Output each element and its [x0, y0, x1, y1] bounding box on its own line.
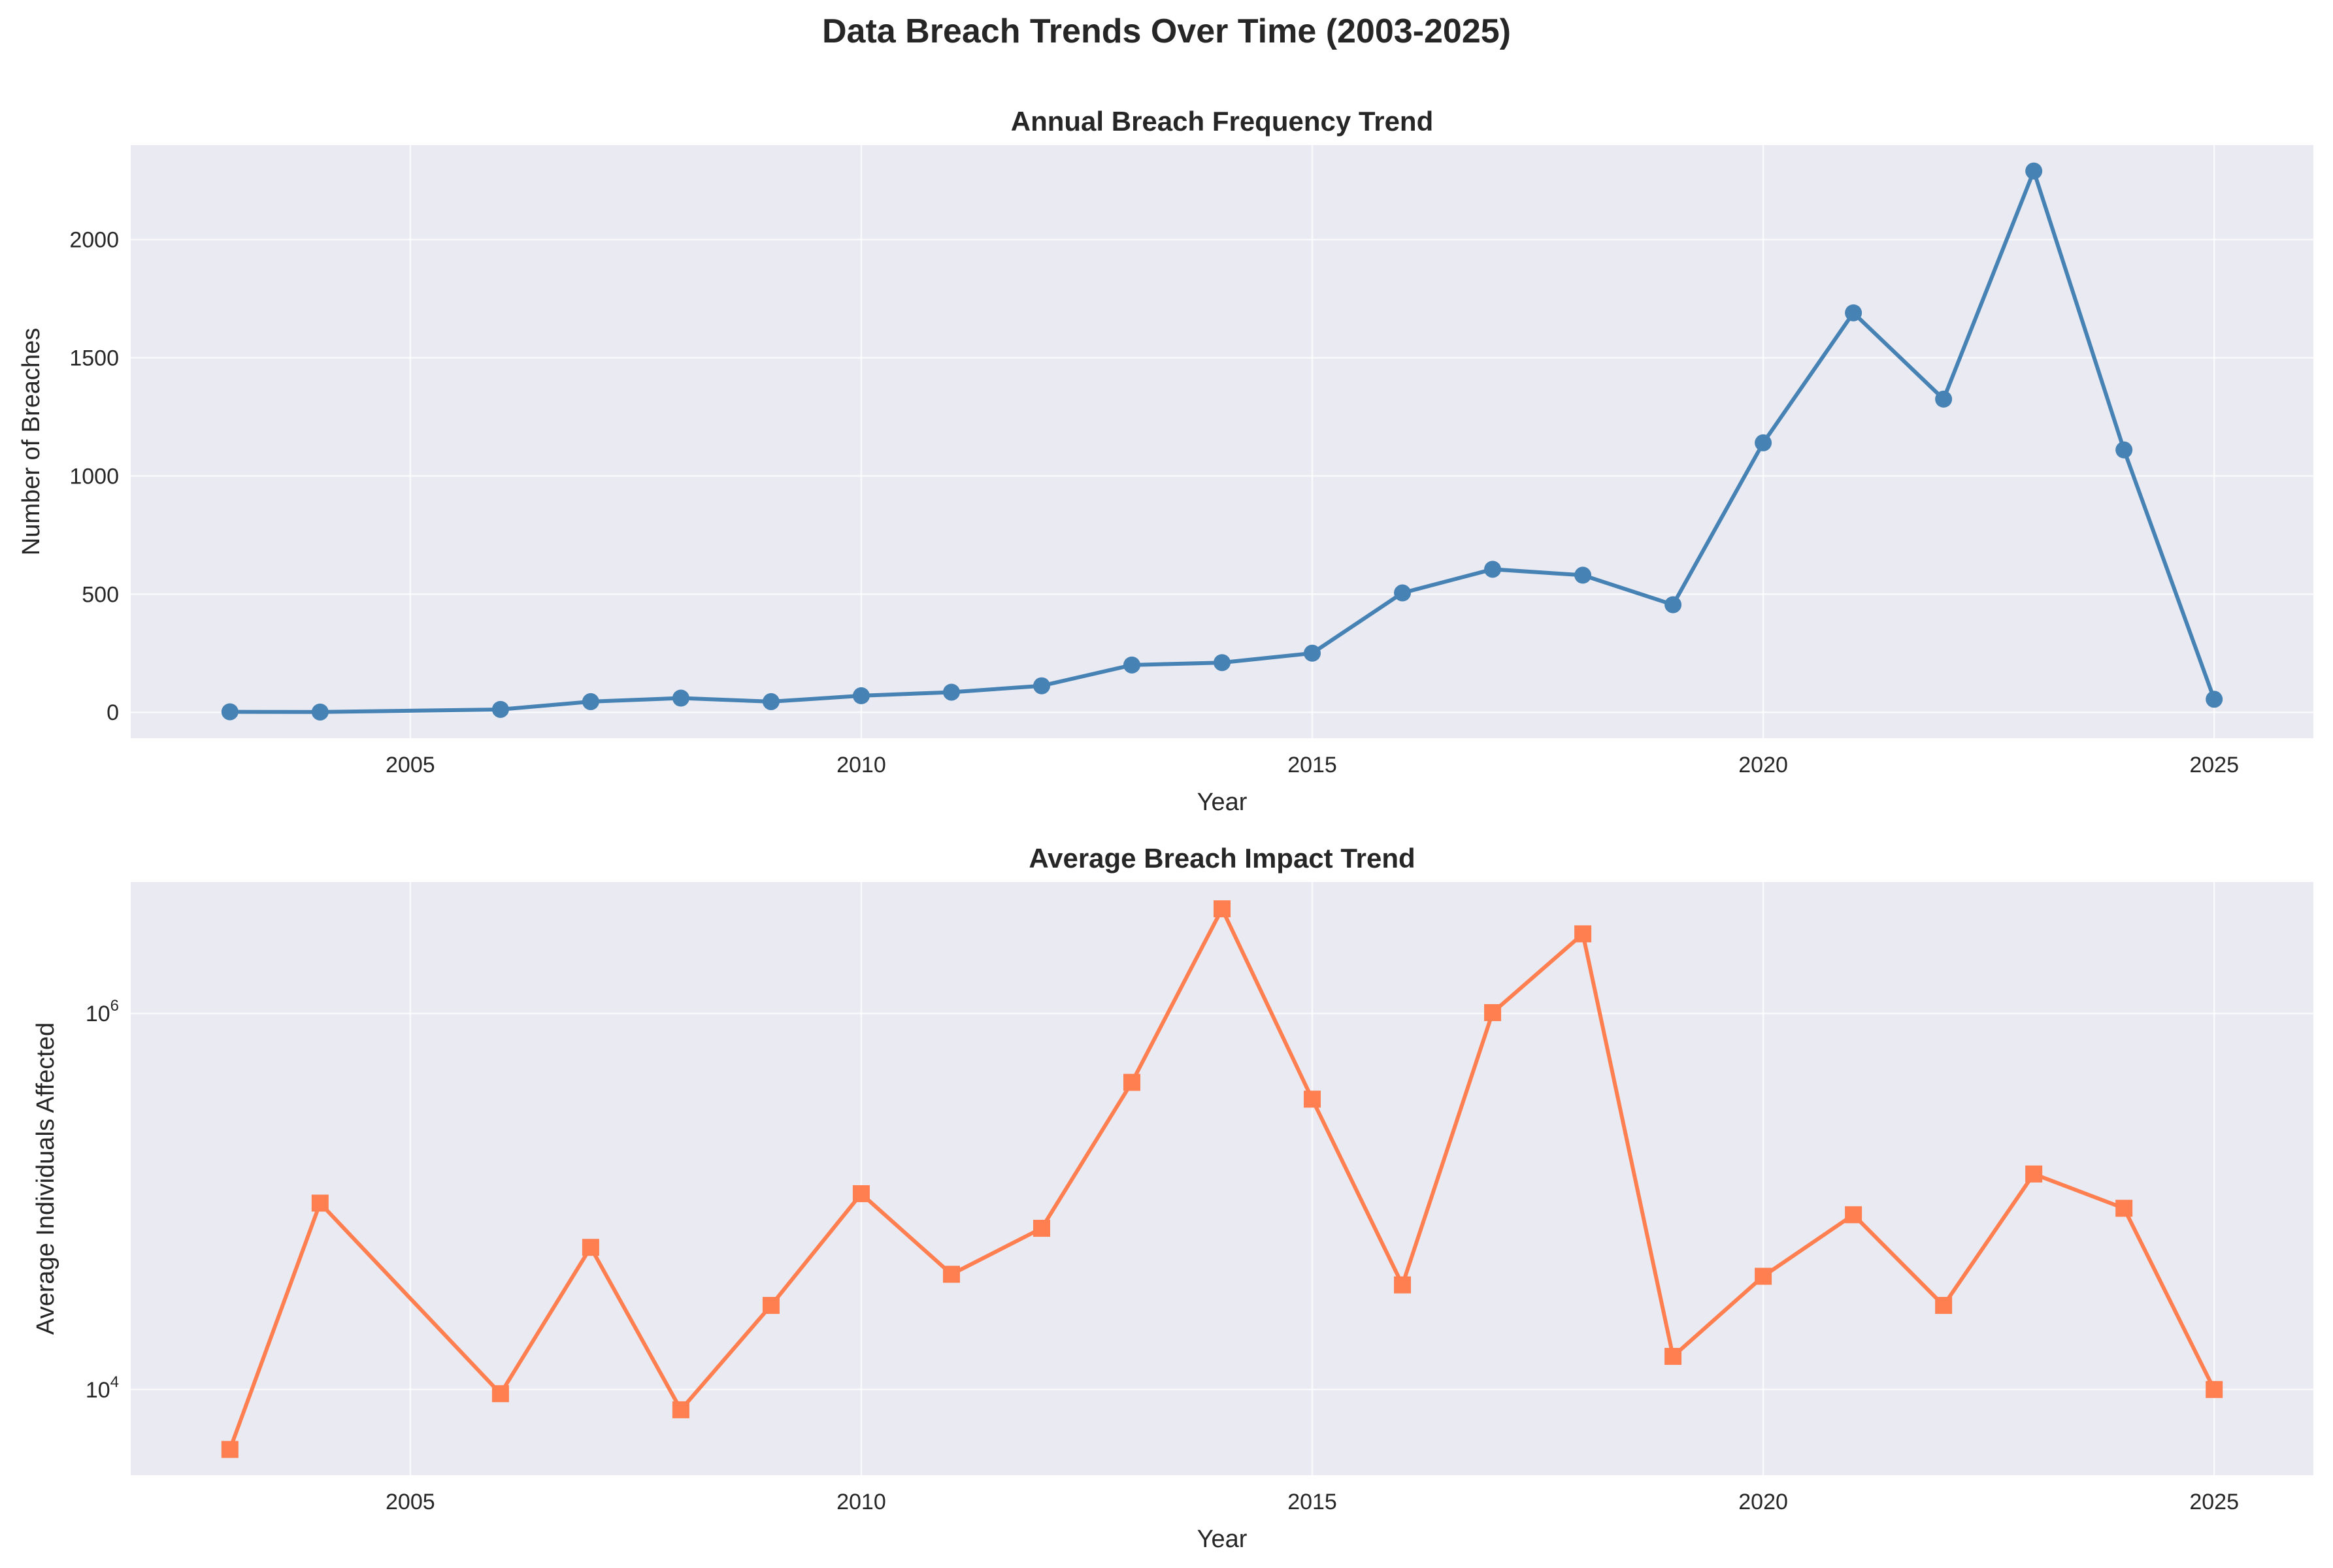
panel-2-x-axis-label: Year [1197, 1526, 1248, 1553]
panel-1-data-point [1484, 561, 1502, 578]
panel-1-data-point [1304, 644, 1321, 662]
panel-2-plot-area [131, 882, 2313, 1475]
panel-2-data-point [221, 1441, 239, 1458]
panel-1-data-point [2206, 691, 2223, 708]
panel-1-data-point [2025, 162, 2043, 180]
panel-1-data-point [1033, 677, 1050, 694]
panel-1-x-tick-label: 2015 [1287, 753, 1337, 777]
panel-1-plot-area [131, 145, 2313, 738]
panel-2-x-tick-label: 2020 [1738, 1490, 1788, 1514]
panel-2-title: Average Breach Impact Trend [1029, 843, 1415, 874]
panel-2-data-point [491, 1385, 509, 1403]
panel-1-data-point [491, 700, 509, 718]
panel-2-data-point [1755, 1267, 1772, 1285]
panel-1-data-point [582, 693, 599, 710]
panel-2-data-point [311, 1194, 329, 1212]
panel-2-series-line [227, 907, 2217, 1452]
panel-2-data-point [2025, 1165, 2043, 1183]
panel-2-data-point [1394, 1276, 1412, 1294]
panel-1-data-point [1664, 596, 1682, 613]
panel-2-data-point [2206, 1380, 2223, 1398]
panel-1-data-point [852, 687, 870, 704]
panel-1-x-tick-label: 2010 [836, 753, 886, 777]
panel-2-data-point [2115, 1200, 2133, 1217]
panel-1-y-tick-label: 1000 [69, 464, 119, 489]
panel-2-x-tick-label: 2015 [1287, 1490, 1337, 1514]
panel-1-data-point [1214, 654, 1231, 672]
panel-1-data-point [221, 703, 239, 721]
panel-1-data-point [942, 683, 960, 701]
panel-2-data-point [942, 1266, 960, 1283]
panel-2-x-tick-label: 2025 [2189, 1490, 2239, 1514]
panel-2-data-point [762, 1297, 780, 1315]
panel-1-title: Annual Breach Frequency Trend [1011, 106, 1434, 137]
panel-2-y-axis-label: Average Individuals Affected [32, 1022, 59, 1335]
panel-2-data-point [1123, 1073, 1140, 1091]
panel-1-y-tick-label: 0 [107, 700, 119, 725]
panel-1-x-tick-label: 2025 [2189, 753, 2239, 777]
panel-1-data-point [1755, 434, 1772, 451]
panel-2-data-point [672, 1401, 689, 1418]
panel-2-data-point [852, 1185, 870, 1203]
panel-2-data-point [1304, 1090, 1321, 1108]
panel-2-y-tick-label: 104 [86, 1373, 119, 1403]
panel-1-y-tick-label: 1500 [69, 346, 119, 371]
panel-1-x-tick-label: 2005 [386, 753, 435, 777]
panel-1-x-tick-label: 2020 [1738, 753, 1788, 777]
panel-2-data-point [1033, 1220, 1050, 1237]
panel-2-data-point [1574, 925, 1592, 943]
panel-1-y-tick-label: 500 [82, 582, 119, 607]
panel-1-data-point [2115, 441, 2133, 459]
panel-1-data-point [1394, 584, 1412, 602]
figure-title: Data Breach Trends Over Time (2003-2025) [821, 12, 1511, 50]
panel-1-x-axis-label: Year [1197, 789, 1248, 816]
panel-1-data-point [1845, 304, 1862, 321]
panel-1-y-axis-label: Number of Breaches [18, 328, 45, 556]
panel-2-data-point [582, 1239, 599, 1256]
panel-2-data-point [1845, 1206, 1862, 1224]
panel-1-data-point [762, 693, 780, 710]
panel-2-data-point [1214, 900, 1231, 918]
panel-1-data-point [672, 689, 689, 707]
panel-1-data-point [1935, 390, 1953, 408]
panel-2-x-tick-label: 2010 [836, 1490, 886, 1514]
panel-1-series-line [227, 169, 2217, 714]
panel-1-data-point [1123, 656, 1140, 674]
panel-1-y-tick-label: 2000 [69, 228, 119, 253]
panel-1-data-point [1574, 566, 1592, 584]
panel-2-x-tick-label: 2005 [386, 1490, 435, 1514]
panel-1-data-point [311, 703, 329, 721]
panel-2-data-point [1664, 1348, 1682, 1365]
panel-2-y-tick-label: 106 [86, 997, 119, 1026]
panel-2-data-point [1484, 1004, 1502, 1021]
panel-2-data-point [1935, 1297, 1953, 1315]
